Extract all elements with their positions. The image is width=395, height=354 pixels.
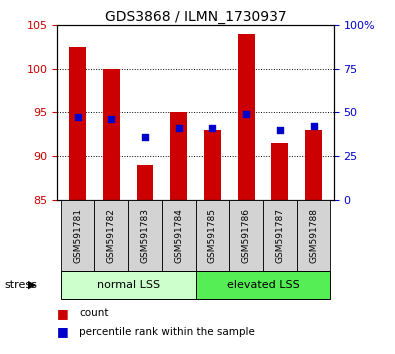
Bar: [61, 271, 196, 299]
Bar: [170, 112, 187, 200]
Point: [108, 116, 115, 121]
Bar: [61, 200, 94, 271]
Bar: [238, 34, 254, 200]
Bar: [196, 271, 330, 299]
Text: GSM591787: GSM591787: [275, 208, 284, 263]
Bar: [204, 130, 221, 200]
Point: [276, 127, 283, 133]
Point: [310, 123, 317, 129]
Text: GSM591783: GSM591783: [141, 208, 149, 263]
Text: GSM591782: GSM591782: [107, 208, 116, 263]
Bar: [196, 200, 229, 271]
Text: stress: stress: [4, 280, 37, 290]
Text: count: count: [79, 308, 109, 318]
Point: [209, 125, 216, 131]
Bar: [271, 143, 288, 200]
Bar: [69, 47, 86, 200]
Text: GSM591786: GSM591786: [242, 208, 250, 263]
Bar: [137, 165, 153, 200]
Text: GSM591781: GSM591781: [73, 208, 82, 263]
Bar: [263, 200, 297, 271]
Bar: [162, 200, 196, 271]
Point: [142, 134, 148, 140]
Text: ■: ■: [57, 307, 69, 320]
Bar: [297, 200, 330, 271]
Bar: [128, 200, 162, 271]
Text: GSM591788: GSM591788: [309, 208, 318, 263]
Text: GSM591784: GSM591784: [174, 208, 183, 263]
Text: GSM591785: GSM591785: [208, 208, 217, 263]
Bar: [103, 69, 120, 200]
Text: percentile rank within the sample: percentile rank within the sample: [79, 327, 255, 337]
Text: ■: ■: [57, 325, 69, 338]
Bar: [229, 200, 263, 271]
Title: GDS3868 / ILMN_1730937: GDS3868 / ILMN_1730937: [105, 10, 286, 24]
Bar: [94, 200, 128, 271]
Point: [243, 111, 249, 117]
Point: [175, 125, 182, 131]
Point: [74, 114, 81, 120]
Text: ▶: ▶: [28, 280, 37, 290]
Text: elevated LSS: elevated LSS: [227, 280, 299, 290]
Text: normal LSS: normal LSS: [96, 280, 160, 290]
Bar: [305, 130, 322, 200]
